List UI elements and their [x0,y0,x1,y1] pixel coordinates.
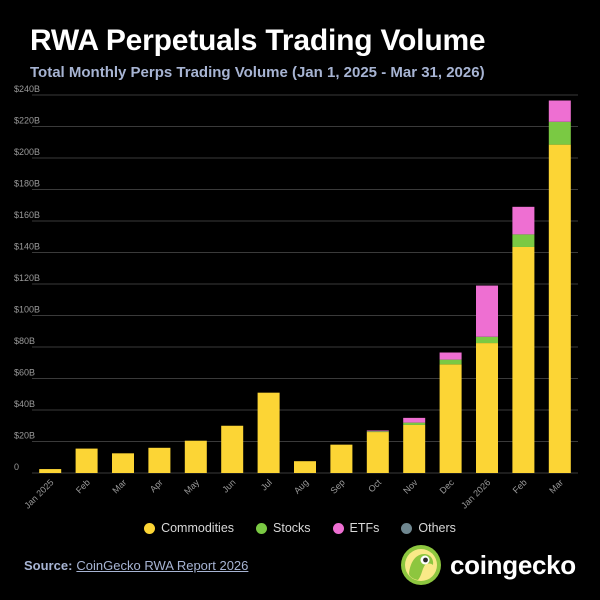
y-tick-label: $20B [14,431,35,441]
bars [39,100,571,474]
legend-item-etfs[interactable]: ETFs [332,521,380,535]
y-axis-ticks: 0 $20B $40B $60B $80B $100B $120B $140B $160B $18… [14,84,40,472]
bar-stocks-9[interactable] [366,431,389,433]
y-tick-label: $160B [14,210,40,220]
x-tick-label: Jan 2026 [459,477,492,510]
x-tick-label: Aug [292,477,310,495]
bar-commodities-9[interactable] [366,432,389,473]
y-tick-label: $120B [14,273,40,283]
bar-etfs-11[interactable] [439,352,462,360]
source-label: Source: [24,558,73,573]
legend-label-etfs: ETFs [349,521,380,535]
bar-commodities-10[interactable] [403,424,426,473]
x-tick-label: Apr [148,477,165,494]
bar-commodities-5[interactable] [221,425,244,473]
bar-commodities-8[interactable] [330,444,353,473]
x-tick-label: Jul [259,477,274,492]
legend-swatch-stocks [256,522,268,534]
bar-stocks-12[interactable] [476,336,498,344]
bar-commodities-13[interactable] [512,246,535,473]
bar-stocks-14[interactable] [548,121,571,145]
legend-swatch-commodities [144,522,156,534]
x-tick-label: Oct [366,477,383,494]
legend-swatch-others [401,522,413,534]
legend-item-stocks[interactable]: Stocks [256,521,311,535]
bar-chart: 0 $20B $40B $60B $80B $100B $120B $140B $160B $18… [14,84,578,511]
y-tick-label: $80B [14,336,35,346]
bar-etfs-9[interactable] [366,430,389,432]
y-tick-label: $100B [14,305,40,315]
y-tick-label: $180B [14,179,40,189]
brand-name: coingecko [450,549,576,580]
bar-etfs-12[interactable] [476,285,498,337]
x-tick-label: May [182,477,201,496]
x-axis-ticks: Jan 2025 Feb Mar Apr May Jun Jul Aug Sep Oct Nov De… [22,477,565,511]
x-tick-label: Sep [328,477,346,495]
y-tick-label: $220B [14,116,40,126]
coingecko-logo-icon [401,545,441,585]
x-tick-label: Mar [110,477,128,495]
bar-commodities-12[interactable] [476,343,498,473]
bar-stocks-11[interactable] [439,359,462,365]
bar-commodities-14[interactable] [548,144,571,474]
brand[interactable]: coingecko [400,544,576,586]
x-tick-label: Feb [74,477,92,495]
bar-etfs-10[interactable] [403,417,426,423]
y-tick-label: $200B [14,147,40,157]
bar-commodities-3[interactable] [148,447,171,473]
bar-etfs-14[interactable] [548,100,571,122]
bar-commodities-2[interactable] [112,453,134,473]
bar-commodities-1[interactable] [75,448,98,473]
legend-label-others: Others [418,521,456,535]
legend-item-others[interactable]: Others [401,521,456,535]
legend-label-commodities: Commodities [161,521,235,535]
source-note: Source: CoinGecko RWA Report 2026 [24,558,248,573]
legend-swatch-etfs [332,522,344,534]
y-tick-label: $140B [14,242,40,252]
legend-label-stocks: Stocks [273,521,311,535]
source-link[interactable]: CoinGecko RWA Report 2026 [76,558,249,573]
bar-commodities-11[interactable] [439,364,462,473]
chart-subtitle: Total Monthly Perps Trading Volume (Jan … [30,64,485,81]
x-tick-label: Jan 2025 [22,477,55,510]
legend: Commodities Stocks ETFs Others [0,521,600,535]
x-tick-label: Dec [438,477,457,496]
bar-commodities-4[interactable] [184,440,207,473]
bar-stocks-13[interactable] [512,234,535,247]
x-tick-label: Feb [511,477,529,495]
bar-commodities-0[interactable] [39,469,62,473]
bar-etfs-13[interactable] [512,206,535,235]
bar-commodities-7[interactable] [294,461,316,473]
legend-item-commodities[interactable]: Commodities [144,521,234,535]
bar-commodities-6[interactable] [257,392,280,473]
bar-stocks-10[interactable] [403,422,426,425]
x-tick-label: Nov [401,477,420,496]
y-tick-label: $60B [14,368,35,378]
x-tick-label: Mar [547,477,565,495]
y-tick-label: 0 [14,462,19,472]
x-tick-label: Jun [220,477,237,494]
y-tick-label: $40B [14,399,35,409]
y-tick-label: $240B [14,84,40,94]
chart-title: RWA Perpetuals Trading Volume [30,24,486,57]
